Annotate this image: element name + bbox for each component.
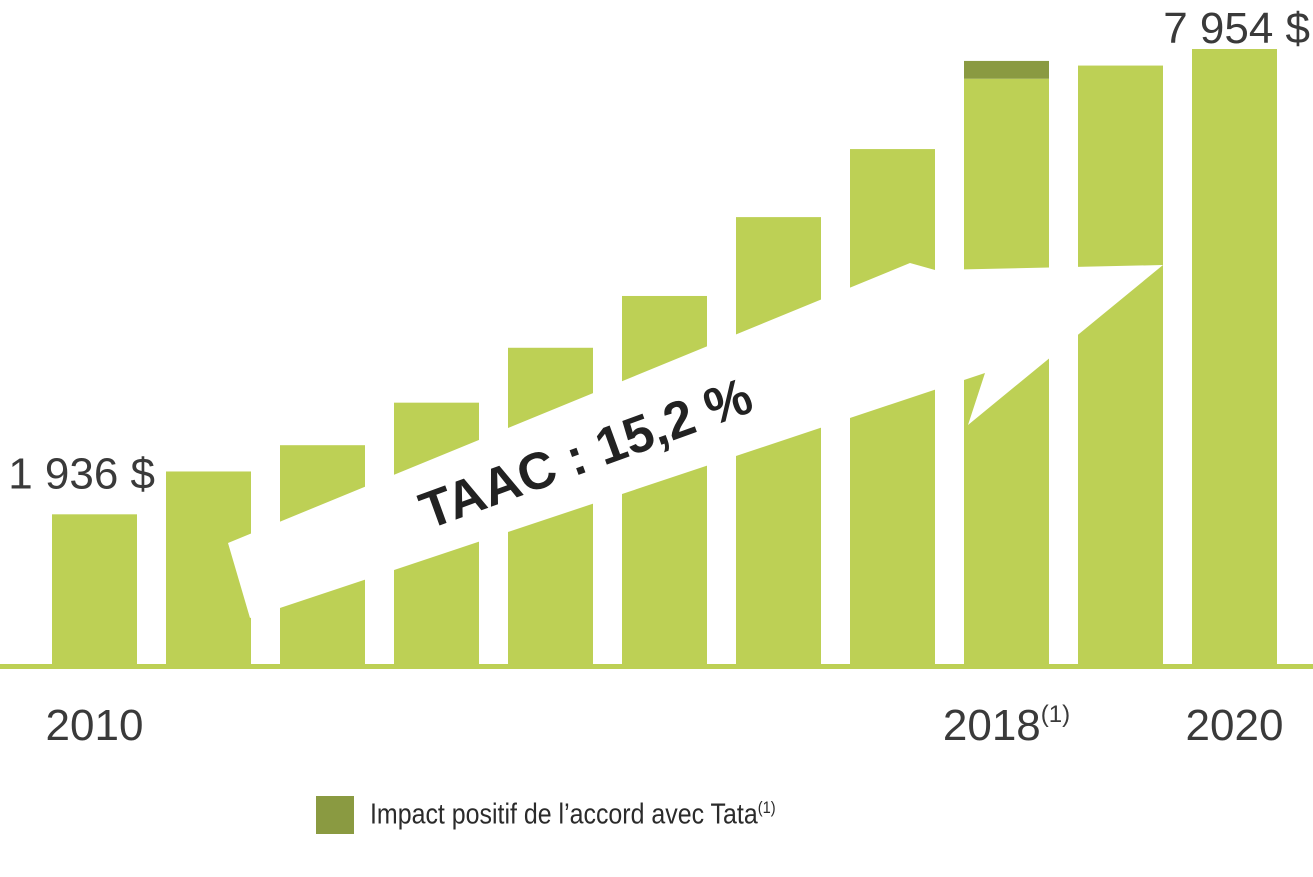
x-tick-note-2018: (1) <box>1041 701 1070 728</box>
data-label-2010: 1 936 $ <box>8 449 155 498</box>
legend-label: Impact positif de l’accord avec Tata(1) <box>370 798 776 832</box>
bar-2020 <box>1192 49 1277 664</box>
legend-label-note: (1) <box>757 798 776 818</box>
legend-swatch-tata <box>316 796 354 834</box>
bars-group <box>52 49 1277 665</box>
legend: Impact positif de l’accord avec Tata(1) <box>316 796 842 834</box>
bar-segment-tata-2018 <box>964 60 1049 79</box>
x-tick-label-2018: 2018(1) <box>943 701 1070 750</box>
baseline <box>0 664 1313 669</box>
legend-label-text: Impact positif de l’accord avec Tata <box>370 798 758 831</box>
cagr-arrow <box>228 263 1163 618</box>
data-label-2020: 7 954 $ <box>1163 4 1310 53</box>
labels-group: 2010 2018(1) 2020 1 936 $ 7 954 $ <box>8 4 1310 750</box>
x-tick-label-2020: 2020 <box>1186 701 1284 750</box>
x-tick-label-2010: 2010 <box>46 701 144 750</box>
bar-2010 <box>52 514 137 664</box>
bar-2019 <box>1078 65 1163 664</box>
